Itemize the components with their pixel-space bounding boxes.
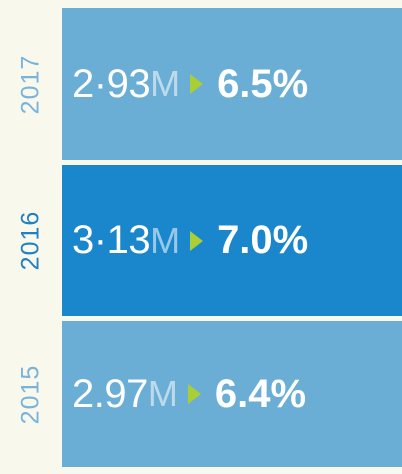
panel: 2·93 M 6.5%: [62, 8, 402, 160]
panel: 3·13 M 7.0%: [62, 165, 402, 316]
unit: M: [147, 373, 178, 414]
value: 3·13: [72, 218, 151, 262]
year: 2016: [16, 210, 45, 271]
arrow: [187, 384, 201, 404]
arrow: [190, 74, 204, 94]
unit: M: [150, 63, 181, 104]
percent: 6.5%: [217, 61, 309, 106]
year-cell: 2017: [0, 8, 62, 160]
unit: M: [150, 219, 181, 261]
row: 2015 2.97 M 6.4%: [0, 321, 402, 467]
value: 2·93: [72, 61, 151, 106]
year: 2017: [16, 54, 45, 114]
row: 2016 3·13 M 7.0%: [0, 165, 402, 316]
percent: 7.0%: [217, 218, 309, 262]
year: 2015: [16, 364, 45, 424]
panel: 2.97 M 6.4%: [62, 321, 402, 467]
arrow: [190, 230, 204, 251]
percent: 6.4%: [214, 371, 307, 416]
year-cell: 2015: [0, 321, 62, 467]
year-cell: 2016: [0, 165, 62, 316]
value: 2.97: [72, 371, 148, 416]
row: 2017 2·93 M 6.5%: [0, 8, 402, 160]
